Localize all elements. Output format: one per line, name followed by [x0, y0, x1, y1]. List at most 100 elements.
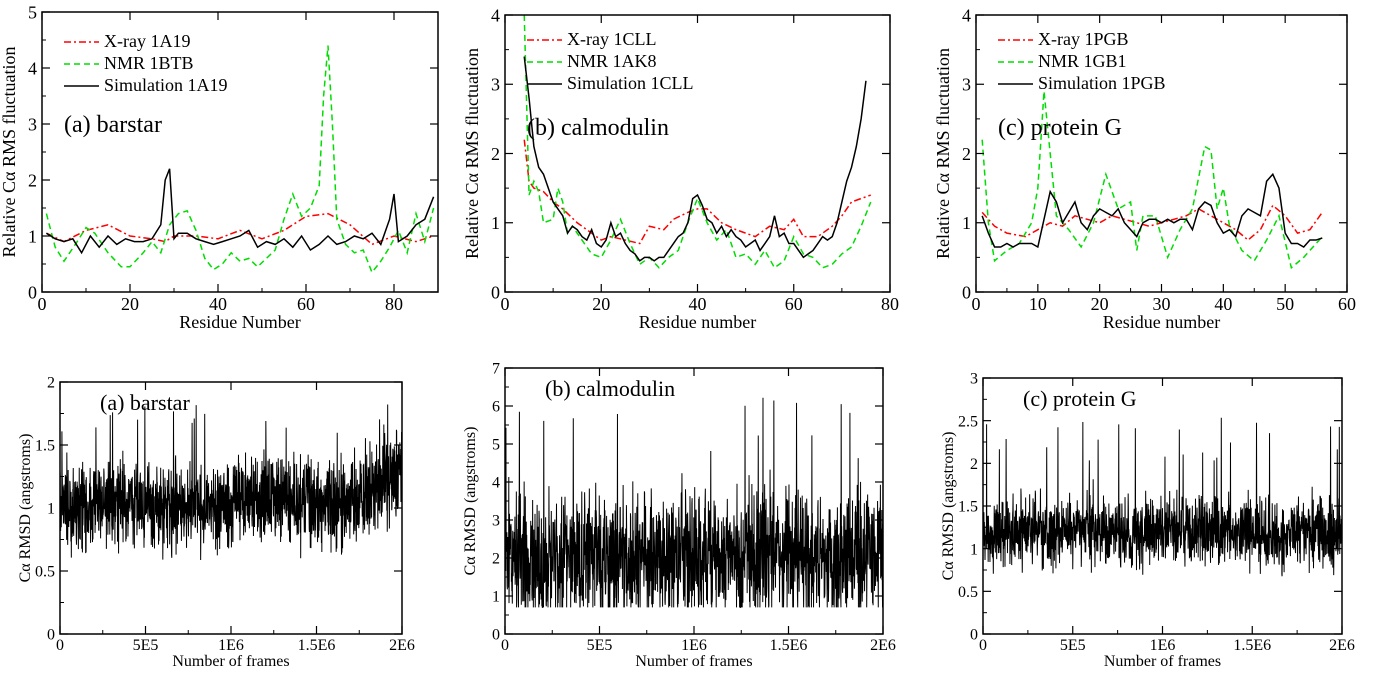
y-tick-label: 3	[970, 371, 978, 388]
y-tick-label: 6	[492, 399, 500, 416]
panel-annotation: (a) barstar	[100, 390, 190, 415]
y-tick-label: 3	[28, 114, 37, 134]
plot-frame	[41, 11, 439, 293]
y-tick-label: 5	[492, 437, 500, 454]
chart-panel-5: 0 5E5 1E6 1.5E6 2E6 0 0.5 1 1.5 2 2.5 3 Number of fr…	[940, 371, 1355, 670]
y-tick-label: 4	[491, 5, 500, 25]
x-tick-label: 60	[785, 294, 803, 314]
y-tick-label: 2	[492, 551, 500, 568]
legend-label: X-ray 1PGB	[1038, 29, 1129, 49]
y-tick-label: 3	[492, 513, 500, 530]
y-tick-label: 1	[962, 213, 971, 233]
series-line-nmr-1ak8	[523, 15, 872, 269]
y-tick-label: 2.5	[958, 413, 978, 430]
chart-panel-1: 0 20 40 60 80 0 1 2 3 4 Residue number Relative Cα …	[462, 5, 899, 332]
series-line-x-ray-1a19	[46, 212, 434, 246]
series-line-x-ray-1pgb	[981, 204, 1323, 242]
y-tick-label: 1	[47, 501, 55, 518]
series-group	[981, 91, 1323, 270]
y-tick-label: 0	[491, 282, 500, 302]
y-tick-label: 2	[28, 170, 37, 190]
plot-frame	[975, 14, 1348, 293]
y-axis-label: Relative Cα RMS fluctuation	[933, 48, 953, 259]
y-tick-label: 2	[962, 144, 971, 164]
x-tick-label: 40	[1214, 294, 1232, 314]
x-tick-label: 1E6	[681, 637, 707, 654]
legend-label: Simulation 1A19	[104, 75, 228, 95]
legend-label: NMR 1AK8	[567, 51, 657, 71]
legend-label: NMR 1GB1	[1038, 51, 1127, 71]
y-tick-label: 7	[492, 361, 500, 378]
chart-panel-3: 0 5E5 1E6 1.5E6 2E6 0 0.5 1 1.5 2 Number of frames…	[17, 375, 415, 670]
series-line-simulation-1a19	[45, 168, 435, 255]
x-tick-label: 20	[121, 294, 139, 314]
x-axis-label: Number of frames	[1104, 653, 1221, 670]
y-tick-label: 1	[492, 589, 500, 606]
x-axis-label: Number of frames	[635, 653, 752, 670]
x-tick-label: 1.5E6	[1233, 637, 1271, 654]
x-tick-label: 60	[297, 294, 315, 314]
series-group	[505, 397, 883, 608]
series-line-rmsd	[60, 404, 402, 561]
legend-label: Simulation 1PGB	[1038, 73, 1166, 93]
y-tick-label: 0.5	[35, 564, 55, 581]
series-group	[45, 45, 435, 274]
x-tick-label: 50	[1276, 294, 1294, 314]
series-line-x-ray-1cll	[523, 139, 872, 245]
plot-frame	[982, 377, 1343, 635]
legend-label: X-ray 1A19	[104, 31, 190, 51]
series-group	[523, 15, 872, 269]
x-tick-label: 5E5	[1060, 637, 1086, 654]
x-tick-label: 0	[972, 294, 981, 314]
y-tick-label: 1	[491, 213, 500, 233]
legend-label: NMR 1BTB	[104, 53, 194, 73]
panel-annotation: (c) protein G	[998, 115, 1122, 141]
x-tick-label: 10	[1029, 294, 1047, 314]
x-tick-label: 1E6	[1150, 637, 1176, 654]
y-tick-label: 2	[491, 144, 500, 164]
y-axis-label: Cα RMSD (angstroms)	[462, 427, 479, 576]
x-tick-label: 20	[592, 294, 610, 314]
x-tick-label: 60	[1338, 294, 1356, 314]
y-axis-label: Relative Cα RMS fluctuation	[462, 48, 482, 259]
y-tick-label: 1	[28, 226, 37, 246]
panel-annotation: (a) barstar	[64, 112, 162, 138]
x-tick-label: 0	[501, 294, 510, 314]
y-axis-label: Relative Cα RMS fluctuation	[0, 47, 19, 258]
y-tick-label: 0	[962, 282, 971, 302]
y-tick-label: 1	[970, 541, 978, 558]
x-tick-label: 0	[56, 637, 64, 654]
series-line-rmsd	[983, 417, 1342, 577]
x-tick-label: 1.5E6	[298, 637, 336, 654]
y-tick-label: 0	[28, 282, 37, 302]
x-axis-label: Residue Number	[179, 312, 300, 332]
x-tick-label: 5E5	[587, 637, 613, 654]
x-tick-label: 1E6	[218, 637, 244, 654]
x-tick-label: 20	[1091, 294, 1109, 314]
x-tick-label: 2E6	[1329, 637, 1355, 654]
series-group	[60, 404, 402, 561]
x-axis-label: Residue number	[1103, 312, 1220, 332]
x-tick-label: 0	[38, 294, 47, 314]
chart-panel-0: 0 20 40 60 80 0 1 2 3 4 5 Residue Number Relative Cα…	[0, 2, 439, 332]
y-tick-label: 2	[47, 375, 55, 392]
x-tick-label: 80	[881, 294, 899, 314]
chart-panel-4: 0 5E5 1E6 1.5E6 2E6 0 1 2 3 4 5 6 7 Number of frames C…	[462, 361, 896, 670]
x-tick-label: 5E5	[133, 637, 159, 654]
series-line-simulation-1cll	[523, 56, 867, 262]
series-line-simulation-1pgb	[981, 172, 1323, 249]
x-axis-label: Number of frames	[172, 653, 289, 670]
plot-frame	[504, 14, 891, 293]
x-tick-label: 0	[979, 637, 987, 654]
y-tick-label: 2	[970, 456, 978, 473]
y-tick-label: 4	[28, 58, 37, 78]
y-tick-label: 5	[28, 2, 37, 22]
panel-annotation: (b) calmodulin	[545, 376, 675, 401]
y-tick-label: 3	[491, 75, 500, 95]
y-tick-label: 1.5	[958, 499, 978, 516]
y-tick-label: 0	[970, 627, 978, 644]
legend-label: X-ray 1CLL	[567, 29, 656, 49]
x-tick-label: 40	[689, 294, 707, 314]
x-tick-label: 40	[209, 294, 227, 314]
